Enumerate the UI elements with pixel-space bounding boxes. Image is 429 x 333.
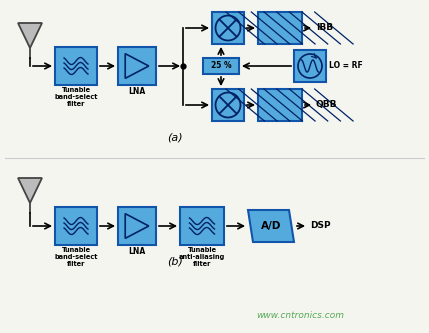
- Polygon shape: [248, 210, 294, 242]
- Text: LNA: LNA: [128, 247, 145, 256]
- Bar: [203, 58, 239, 74]
- Text: LNA: LNA: [128, 87, 145, 96]
- Text: DSP: DSP: [310, 221, 331, 230]
- Text: QBB: QBB: [316, 101, 338, 110]
- Text: A/D: A/D: [261, 221, 281, 231]
- Bar: [258, 12, 302, 44]
- Text: Tunable
anti-aliasing
filter: Tunable anti-aliasing filter: [179, 247, 225, 267]
- Bar: [212, 12, 244, 44]
- Text: IBB: IBB: [316, 24, 333, 33]
- Text: www.cntronics.com: www.cntronics.com: [256, 310, 344, 319]
- Text: Tunable
band-select
filter: Tunable band-select filter: [54, 87, 98, 107]
- Bar: [118, 47, 156, 85]
- Bar: [55, 47, 97, 85]
- Text: (a): (a): [167, 133, 183, 143]
- Bar: [180, 207, 224, 245]
- Polygon shape: [18, 178, 42, 203]
- Bar: [258, 89, 302, 121]
- Text: 25 %: 25 %: [211, 62, 231, 71]
- Bar: [212, 89, 244, 121]
- Bar: [55, 207, 97, 245]
- Bar: [118, 207, 156, 245]
- Text: (b): (b): [167, 256, 183, 266]
- Text: Tunable
band-select
filter: Tunable band-select filter: [54, 247, 98, 267]
- Text: LO = RF: LO = RF: [329, 62, 363, 71]
- Polygon shape: [18, 23, 42, 48]
- Bar: [294, 50, 326, 82]
